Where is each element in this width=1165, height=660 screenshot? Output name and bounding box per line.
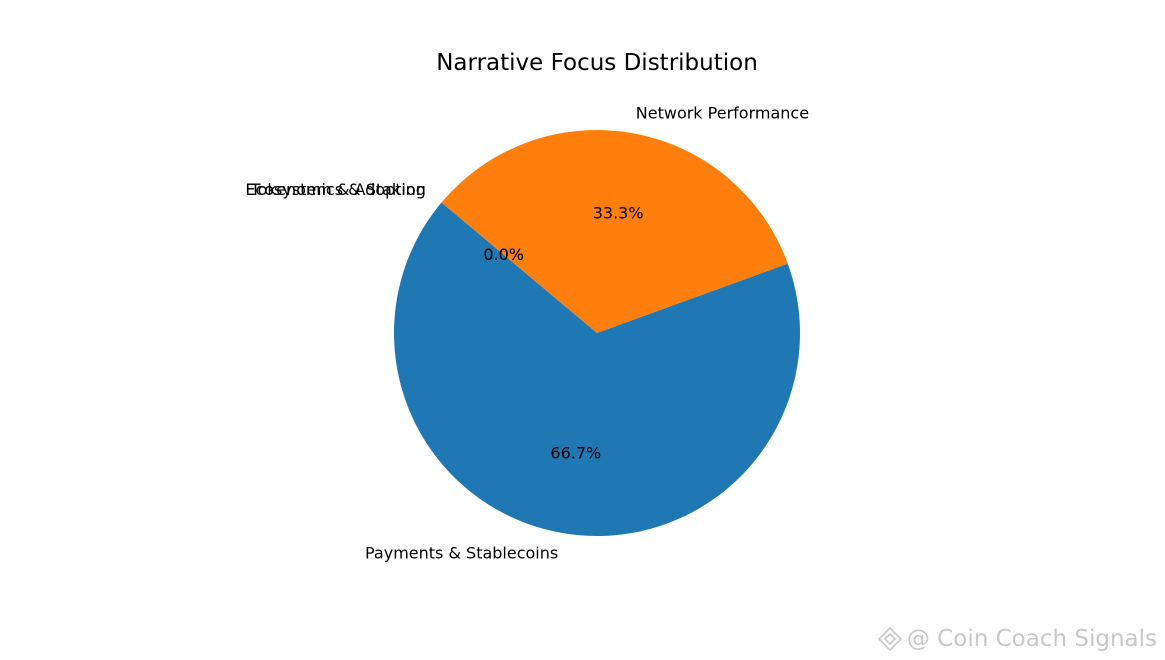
pct-label-tokenomics-staking: 0.0% bbox=[483, 245, 524, 264]
chart-title: Narrative Focus Distribution bbox=[436, 50, 758, 76]
pct-label-payments-stablecoins: 66.7% bbox=[550, 443, 601, 462]
pie-slice-network-performance bbox=[441, 129, 788, 333]
pie-slice-payments-stablecoins bbox=[394, 202, 801, 536]
binance-diamond-icon bbox=[877, 626, 903, 652]
slice-label-tokenomics-staking: Tokenomics & Staking bbox=[250, 180, 426, 199]
pct-label-network-performance: 33.3% bbox=[593, 204, 644, 223]
slice-label-payments-stablecoins: Payments & Stablecoins bbox=[365, 543, 558, 562]
watermark: @ Coin Coach Signals bbox=[877, 626, 1157, 652]
pie-labels: Payments & Stablecoins 66.7% Network Perfo… bbox=[245, 104, 809, 563]
watermark-text: @ Coin Coach Signals bbox=[906, 626, 1157, 652]
slice-label-ecosystem-adoption: Ecosystem & Adoption bbox=[245, 180, 426, 199]
pie-slices bbox=[394, 129, 801, 536]
pct-label-ecosystem-adoption: 0.0% bbox=[483, 245, 524, 264]
slice-label-network-performance: Network Performance bbox=[636, 104, 809, 123]
